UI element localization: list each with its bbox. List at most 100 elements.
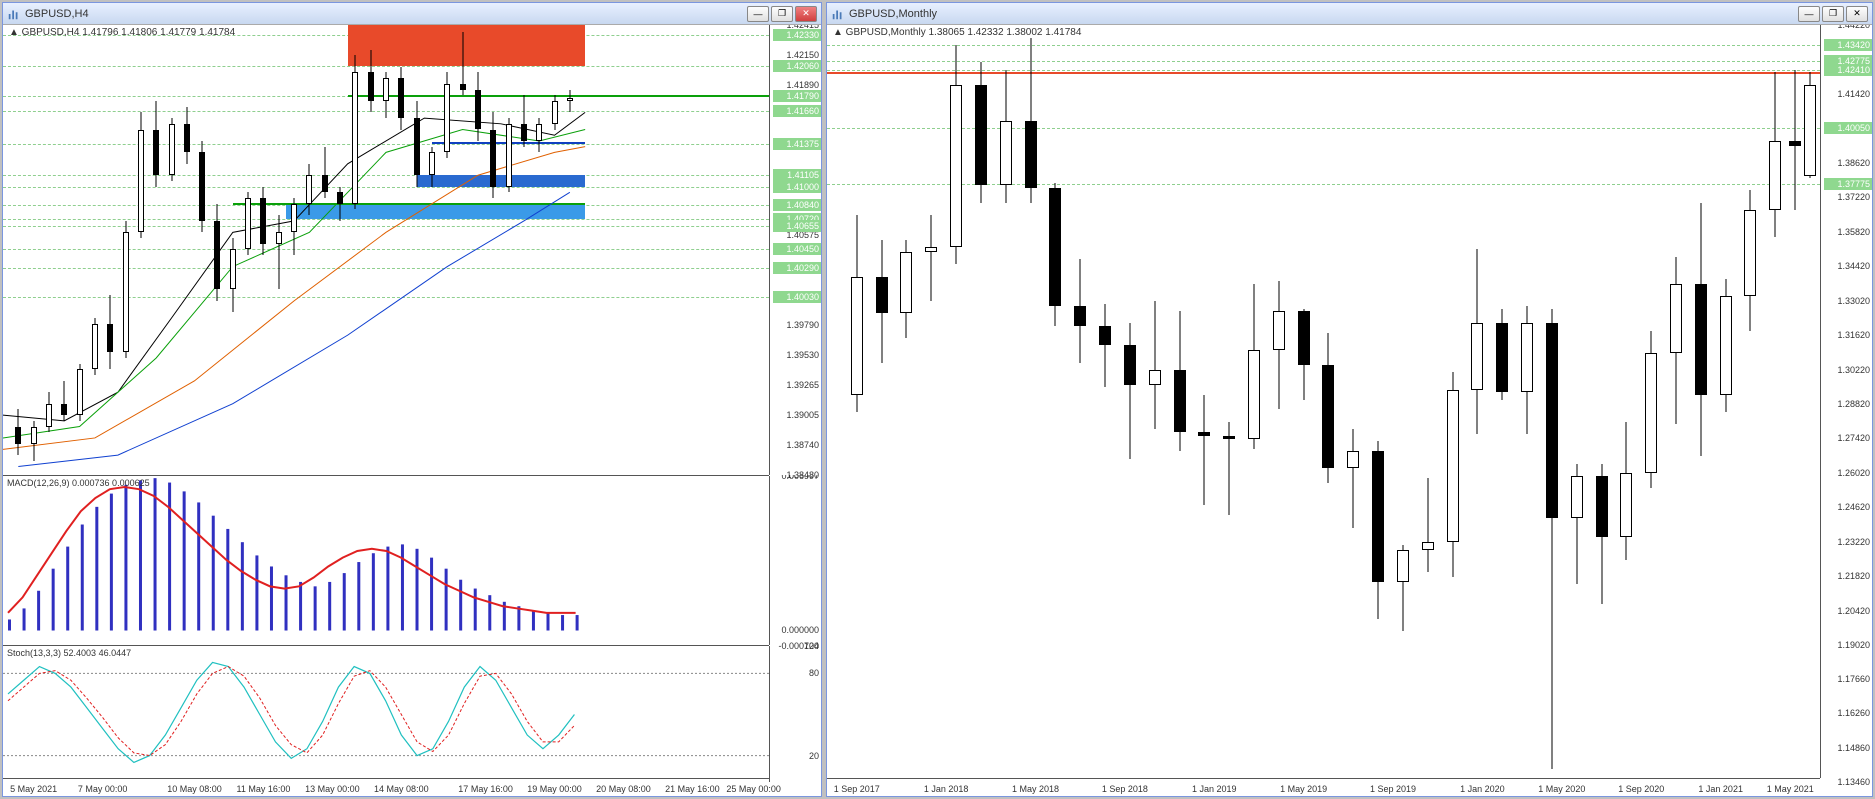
candle	[337, 187, 343, 221]
candle	[1397, 545, 1409, 631]
candle	[1695, 203, 1707, 456]
candle	[1804, 72, 1816, 179]
titlebar-h4[interactable]: GBPUSD,H4 — ❐ ✕	[3, 3, 821, 25]
candle	[260, 187, 266, 256]
candle	[444, 72, 450, 158]
window-h4: GBPUSD,H4 — ❐ ✕ ▲ GBPUSD,H4 1.41796 1.41…	[2, 2, 822, 797]
max-button[interactable]: ❐	[1822, 6, 1844, 22]
candle	[245, 192, 251, 255]
candle	[1347, 429, 1359, 527]
candle	[322, 147, 328, 198]
window-monthly: GBPUSD,Monthly — ❐ ✕ ▲ GBPUSD,Monthly 1.…	[826, 2, 1873, 797]
candle	[368, 50, 374, 113]
candle	[950, 45, 962, 264]
candle	[1049, 183, 1061, 326]
candle	[276, 215, 282, 289]
macd-label: MACD(12,26,9) 0.000736 0.000625	[7, 478, 150, 488]
candle	[1422, 478, 1434, 572]
close-button[interactable]: ✕	[795, 6, 817, 22]
candle	[1223, 422, 1235, 516]
candle	[31, 421, 37, 461]
time-axis-monthly: 1 Sep 20171 Jan 20181 May 20181 Sep 2018…	[827, 778, 1820, 796]
candle	[1322, 333, 1334, 483]
ohlc-header-monthly: ▲ GBPUSD,Monthly 1.38065 1.42332 1.38002…	[833, 27, 1081, 38]
candle	[1521, 306, 1533, 434]
candle	[77, 364, 83, 421]
candle	[1298, 309, 1310, 400]
candle	[1720, 279, 1732, 412]
candle	[398, 67, 404, 130]
candle	[1025, 38, 1037, 203]
candle	[1645, 331, 1657, 489]
stoch-label: Stoch(13,3,3) 52.4003 46.0447	[7, 648, 131, 658]
chart-body-monthly[interactable]: ▲ GBPUSD,Monthly 1.38065 1.42332 1.38002…	[827, 25, 1872, 796]
candle	[567, 90, 573, 113]
candle	[1596, 464, 1608, 604]
candle	[1198, 395, 1210, 506]
candle	[876, 240, 888, 363]
titlebar-monthly[interactable]: GBPUSD,Monthly — ❐ ✕	[827, 3, 1872, 25]
candle	[429, 147, 435, 187]
min-button[interactable]: —	[747, 6, 769, 22]
chart-icon	[7, 7, 21, 21]
candle	[490, 112, 496, 198]
candle	[199, 141, 205, 232]
stoch-panel[interactable]: Stoch(13,3,3) 52.4003 46.0447 1008020	[3, 645, 769, 782]
candle	[1769, 72, 1781, 237]
candle	[1546, 309, 1558, 769]
candle	[1099, 304, 1111, 388]
candle	[1571, 464, 1583, 585]
candle	[1000, 70, 1012, 203]
time-axis-h4: 5 May 20217 May 00:0010 May 08:0011 May …	[3, 778, 769, 796]
candle	[61, 381, 67, 421]
candle	[900, 240, 912, 338]
candle	[925, 215, 937, 301]
candle	[1149, 301, 1161, 429]
candle	[1496, 309, 1508, 400]
chart-icon	[831, 7, 845, 21]
candle	[46, 392, 52, 432]
candle	[521, 95, 527, 146]
candle	[1372, 441, 1384, 618]
candle	[506, 118, 512, 192]
candle	[1273, 281, 1285, 409]
candle	[92, 318, 98, 375]
ohlc-header-h4: ▲ GBPUSD,H4 1.41796 1.41806 1.41779 1.41…	[9, 27, 235, 38]
candle	[230, 238, 236, 312]
candle	[107, 295, 113, 369]
candle	[1670, 257, 1682, 424]
max-button[interactable]: ❐	[771, 6, 793, 22]
candle	[214, 204, 220, 301]
price-axis-h4: 1.424151.421501.418901.405751.397901.395…	[769, 25, 821, 475]
candle	[138, 112, 144, 238]
title-h4: GBPUSD,H4	[25, 8, 745, 20]
candle	[306, 164, 312, 215]
candle	[1174, 311, 1186, 451]
min-button[interactable]: —	[1798, 6, 1820, 22]
chart-body-h4[interactable]: ▲ GBPUSD,H4 1.41796 1.41806 1.41779 1.41…	[3, 25, 821, 796]
macd-panel[interactable]: MACD(12,26,9) 0.000736 0.000625 0.006997…	[3, 475, 769, 646]
close-button[interactable]: ✕	[1846, 6, 1868, 22]
candle	[975, 62, 987, 202]
main-chart-area-monthly[interactable]	[827, 25, 1820, 782]
candle	[15, 409, 21, 455]
price-axis-monthly: 1.442201.414201.386201.372201.358201.344…	[1820, 25, 1872, 778]
candle	[1248, 284, 1260, 449]
candle	[1471, 249, 1483, 434]
stoch-axis: 1008020	[769, 646, 821, 782]
main-chart-area-h4[interactable]	[3, 25, 769, 475]
candle	[1620, 422, 1632, 560]
candle	[1124, 323, 1136, 458]
candle	[153, 101, 159, 187]
candle	[1447, 372, 1459, 576]
candle	[169, 118, 175, 181]
candle	[1744, 190, 1756, 330]
candle	[383, 72, 389, 118]
candle	[1074, 259, 1086, 362]
candle	[123, 221, 129, 358]
candle	[291, 198, 297, 255]
title-monthly: GBPUSD,Monthly	[849, 8, 1796, 20]
candle	[475, 72, 481, 141]
candle	[851, 215, 863, 412]
candle	[352, 55, 358, 209]
